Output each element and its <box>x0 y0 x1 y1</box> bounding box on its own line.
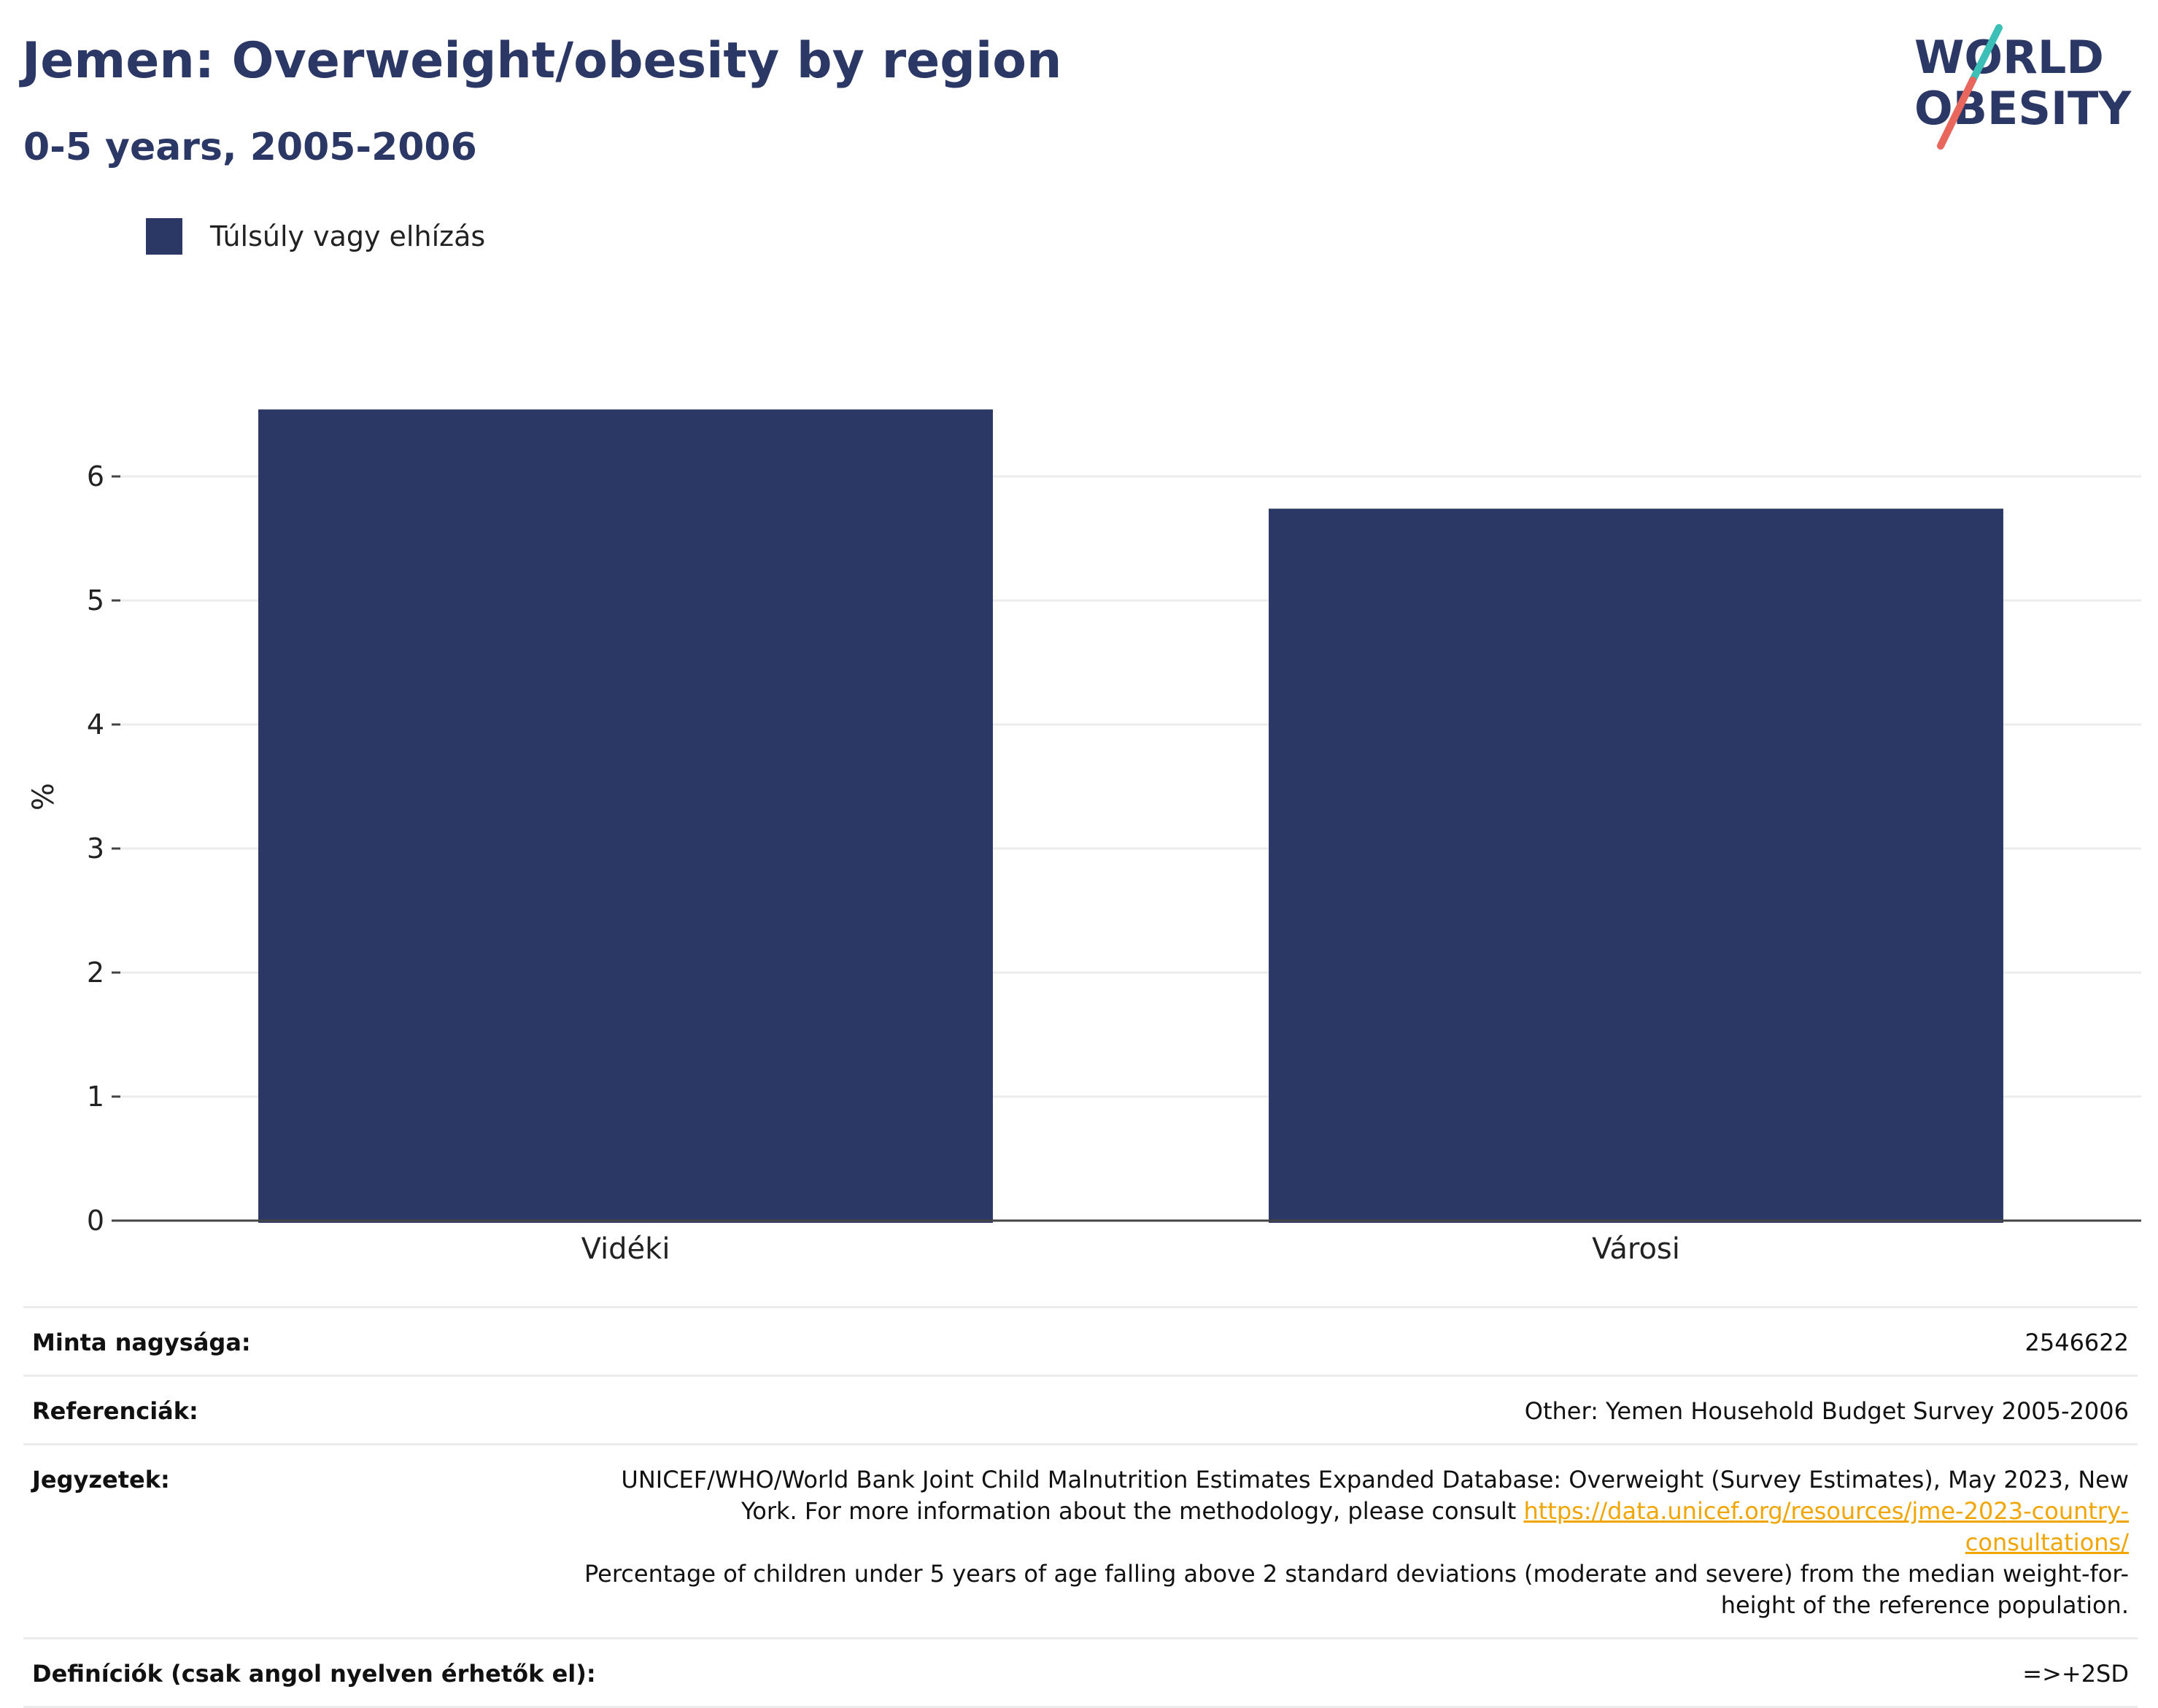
definitions-value: =>+2SD <box>2022 1660 2129 1688</box>
y-tick-label: 3 <box>87 832 104 865</box>
logo-text-world: WORLD <box>1914 31 2104 84</box>
logo-slash-coral <box>1937 77 1976 150</box>
sample-size-value: 2546622 <box>2024 1329 2129 1356</box>
references-label: Referenciák: <box>32 1397 198 1425</box>
legend-label: Túlsúly vagy elhízás <box>210 220 486 252</box>
meta-row-notes: Jegyzetek: UNICEF/WHO/World Bank Joint C… <box>23 1443 2138 1637</box>
notes-label: Jegyzetek: <box>32 1466 170 1493</box>
x-tick-label: Városi <box>1592 1232 1680 1266</box>
notes-text-after: Percentage of children under 5 years of … <box>584 1560 2129 1619</box>
meta-row-definitions: Definíciók (csak angol nyelven érhetők e… <box>23 1637 2138 1708</box>
chart-legend: Túlsúly vagy elhízás <box>146 216 485 257</box>
y-tick-label: 5 <box>87 584 104 617</box>
bar-vidéki <box>258 409 993 1224</box>
references-value: Other: Yemen Household Budget Survey 200… <box>1524 1397 2129 1425</box>
y-tick-label: 6 <box>87 460 104 492</box>
bar-városi <box>1269 509 2003 1223</box>
bar-chart: 0 1 2 3 4 5 6 Vidéki Városi <box>87 409 2141 1266</box>
y-tick-label: 2 <box>87 957 104 989</box>
meta-row-sample-size: Minta nagysága: 2546622 <box>23 1306 2138 1375</box>
notes-text-before: UNICEF/WHO/World Bank Joint Child Malnut… <box>621 1466 2129 1525</box>
logo-slash-teal <box>1969 24 2003 84</box>
chart-subtitle: 0-5 years, 2005-2006 <box>23 125 477 169</box>
chart-title: Jemen: Overweight/obesity by region <box>22 32 1062 90</box>
x-tick-label: Vidéki <box>581 1232 670 1266</box>
y-tick-label: 1 <box>87 1081 104 1113</box>
methodology-link[interactable]: https://data.unicef.org/resources/jme-20… <box>1523 1497 2129 1556</box>
world-obesity-logo: WORLD OBESITY <box>1914 24 2132 150</box>
sample-size-label: Minta nagysága: <box>32 1329 251 1356</box>
notes-value: UNICEF/WHO/World Bank Joint Child Malnut… <box>582 1464 2129 1621</box>
legend-swatch <box>146 218 182 255</box>
metadata-table: Minta nagysága: 2546622 Referenciák: Oth… <box>23 1306 2138 1708</box>
y-tick-label: 0 <box>87 1205 104 1237</box>
definitions-label: Definíciók (csak angol nyelven érhetők e… <box>32 1660 596 1688</box>
meta-row-references: Referenciák: Other: Yemen Household Budg… <box>23 1375 2138 1443</box>
y-tick-label: 4 <box>87 708 104 741</box>
